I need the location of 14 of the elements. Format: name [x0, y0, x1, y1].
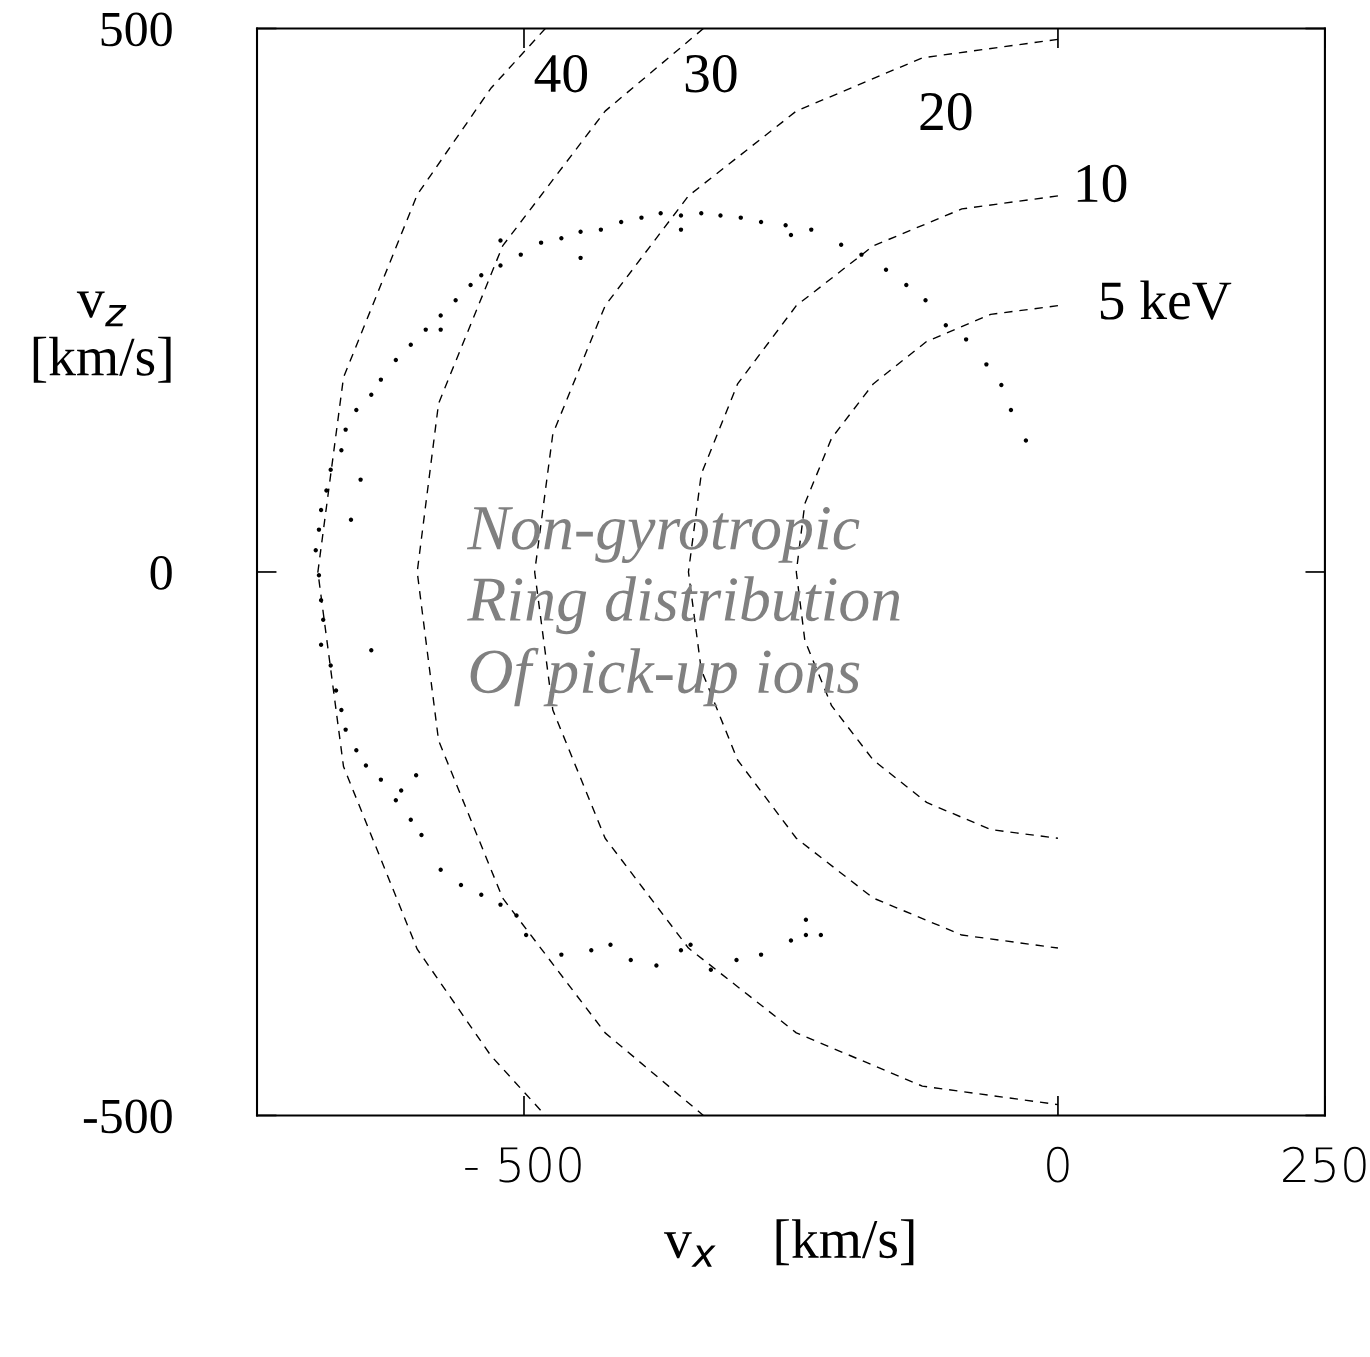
annotation: 10 — [1077, 164, 1127, 203]
annotation: 5 keV — [1100, 280, 1232, 320]
y-tick-label: 0 — [150, 556, 172, 590]
y-tick-label: 500 — [101, 12, 172, 47]
y-tick-label: -500 — [83, 1099, 172, 1134]
text: v$_{x}$ [km/s] — [664, 1219, 914, 1267]
x-tick-label: 250 — [1283, 1146, 1366, 1183]
annotation: 40 — [534, 54, 588, 93]
annotation: Non-gyrotropic Ring distribution Of pick-up ions — [466, 506, 900, 707]
annotation: 20 — [920, 92, 972, 131]
y-axis-title: v$_{z}$ [km/s] — [33, 291, 171, 383]
x-tick-label: - 500 — [465, 1146, 581, 1183]
x-tick-label: 0 — [1047, 1146, 1069, 1183]
annotation: 30 — [685, 54, 737, 93]
